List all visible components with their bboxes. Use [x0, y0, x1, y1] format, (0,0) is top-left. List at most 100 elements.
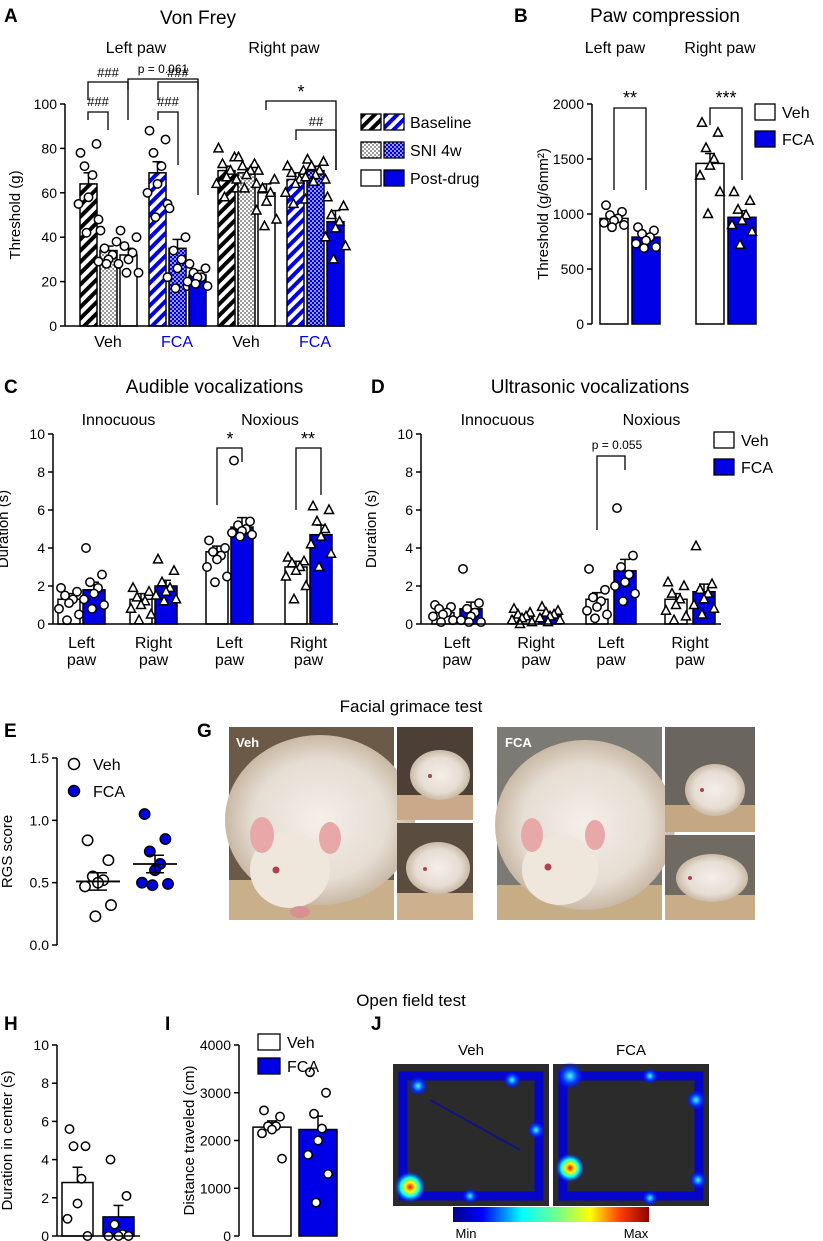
- chart-A-bar-2-1: [237, 172, 256, 327]
- chart-A-point-2-0-0: [212, 141, 225, 153]
- chartC-point-3-1-5: [305, 537, 317, 549]
- chart-I-tick-label-0: 0: [223, 1228, 231, 1241]
- chartC-point-3-0-6: [300, 579, 312, 591]
- chartC-point-1-1-6: [170, 592, 182, 604]
- chart-A-point-2-2-7: [258, 219, 271, 231]
- chartC-tick-label-0: 0: [37, 616, 45, 632]
- chart-A-tick-label-3: 60: [41, 185, 57, 201]
- chartD-point-2-1-1: [628, 550, 638, 561]
- chart-E-point-1-2: [143, 845, 156, 858]
- chart-A-point-0-1-7: [101, 258, 112, 269]
- chart-I-point-1-7: [311, 1197, 321, 1208]
- chart-A-legend-swatch-2-a: [360, 169, 382, 187]
- chart-A-point-0-0-4: [83, 192, 94, 203]
- chartD-xlabel-0-line-1: paw: [442, 652, 472, 669]
- chartD-point-2-0-2: [588, 592, 598, 603]
- chartC-point-1-0-1: [143, 585, 155, 596]
- chart-H-tick-label-2: 4: [41, 1152, 49, 1168]
- chartC-xlabel-0-line-0: Left: [68, 635, 95, 652]
- chartD-point-0-1-5: [456, 615, 466, 626]
- chart-A-point-1-2-1: [200, 263, 211, 274]
- photo-veh-main: [225, 727, 415, 920]
- chart-E-point-0-6: [105, 899, 117, 912]
- chart-I-point-1-6: [323, 1168, 333, 1179]
- chartC-point-1-0-2: [131, 590, 143, 602]
- colorbar-min-label: Min: [456, 1226, 477, 1241]
- chart-A-point-0-0-2: [79, 161, 90, 172]
- chart-A-point-1-0-1: [160, 134, 171, 145]
- chartD-point-3-1-4: [698, 592, 710, 604]
- chartC-xlabel-3-line-1: paw: [294, 652, 324, 669]
- chart-A-point-0-2-6: [133, 267, 144, 278]
- chart-A-bar-2-0: [217, 169, 236, 327]
- panel-letter-D: D: [371, 377, 385, 398]
- chart-A-point-2-1-6: [250, 177, 263, 189]
- chart-A-point-1-1-1: [180, 232, 191, 243]
- chartD-point-3-0-4: [670, 598, 682, 610]
- section-title-open-field: Open field test: [356, 991, 466, 1010]
- chart-B-legend-swatch-0: [754, 103, 776, 121]
- chartC-point-0-1-2: [85, 577, 95, 588]
- chartC-point-1-1-2: [156, 575, 168, 587]
- chart-E-legend-label-1: FCA: [93, 784, 125, 801]
- photo-label-veh: Veh: [236, 735, 259, 750]
- chart-A-bar-1-0: [148, 172, 167, 327]
- chart-A-legend-swatch-1-a: [360, 141, 382, 159]
- chartC-point-0-1-0: [81, 543, 91, 553]
- chartC-xlabel-2-line-0: Left: [216, 635, 243, 652]
- colorbar-max-label: Max: [624, 1226, 649, 1241]
- chart-I-point-1-1: [321, 1087, 331, 1098]
- chart-H-tick-label-0: 0: [41, 1228, 49, 1241]
- chart-A-point-2-2-2: [256, 181, 269, 193]
- chartD-xlabel-3-line-1: paw: [675, 652, 705, 669]
- chart-H-point-1-1: [121, 1190, 132, 1201]
- chartC-point-1-0-6: [145, 607, 157, 619]
- heatmaps: Veh FCA Min Max: [393, 1042, 709, 1241]
- chart-E-point-1-1: [159, 833, 172, 845]
- chart-A-title: Von Frey: [160, 8, 237, 29]
- chart-A-point-1-0-7: [150, 212, 161, 223]
- chart-A-tick-label-5: 100: [34, 96, 58, 112]
- chart-A-point-1-2-7: [190, 278, 201, 289]
- chart-B-point-1-1-2: [732, 202, 744, 214]
- chartD-xlabel-2-line-1: paw: [596, 652, 626, 669]
- photo-veh-bottom: [397, 823, 473, 920]
- chartC-point-2-1-7: [235, 531, 245, 542]
- chartD-point-2-1-5: [610, 581, 620, 591]
- chartD-point-3-0-6: [680, 609, 692, 621]
- chartC-point-2-0-4: [212, 554, 222, 565]
- chart-A-legend-swatch-2-b: [383, 169, 405, 187]
- chart-A-point-0-0-1: [91, 139, 102, 149]
- chart-A-point-0-2-5: [113, 258, 124, 269]
- chart-A-point-3-1-5: [299, 170, 312, 182]
- chartD-xlabel-3-line-0: Right: [671, 635, 709, 652]
- chart-A-point-2-2-1: [268, 172, 281, 184]
- chart-A-point-0-0-5: [73, 198, 84, 209]
- chartC-point-3-1-7: [313, 560, 325, 572]
- chartD-point-0-1-1: [474, 598, 484, 609]
- chartC-title: Audible vocalizations: [126, 377, 303, 398]
- chart-A-point-3-0-4: [289, 177, 302, 189]
- chart-A-bracket-2: [87, 111, 109, 130]
- chartC-annot-1: **: [301, 429, 315, 449]
- chart-H-tick-label-5: 10: [33, 1037, 49, 1053]
- chart-B-point-1-1-0: [728, 185, 740, 197]
- chartC-point-3-1-0: [307, 499, 319, 511]
- chartD-tick-label-5: 10: [397, 426, 413, 442]
- chart-B-point-1-0-5: [694, 168, 706, 180]
- chart-A-point-3-1-1: [317, 155, 330, 166]
- chart-A-point-2-1-4: [240, 168, 253, 180]
- chart-A-legend-swatch-0-b: [383, 113, 405, 131]
- chartC-point-0-1-7: [87, 603, 97, 614]
- chart-A-point-2-0-3: [224, 163, 237, 175]
- chartC-tick-label-5: 10: [29, 426, 45, 442]
- panel-letter-H: H: [4, 1014, 18, 1035]
- heatmap-label-fca: FCA: [616, 1042, 646, 1059]
- chart-A-point-2-0-7: [218, 190, 231, 202]
- chart-H-point-0-5: [62, 1213, 73, 1224]
- chart-B-legend-swatch-1: [754, 130, 776, 148]
- chartD-point-1-0-0: [508, 602, 520, 614]
- chartC-point-3-1-3: [319, 522, 331, 534]
- chart-I-legend-swatch-1: [257, 1057, 281, 1075]
- chart-A-point-1-1-7: [170, 283, 181, 294]
